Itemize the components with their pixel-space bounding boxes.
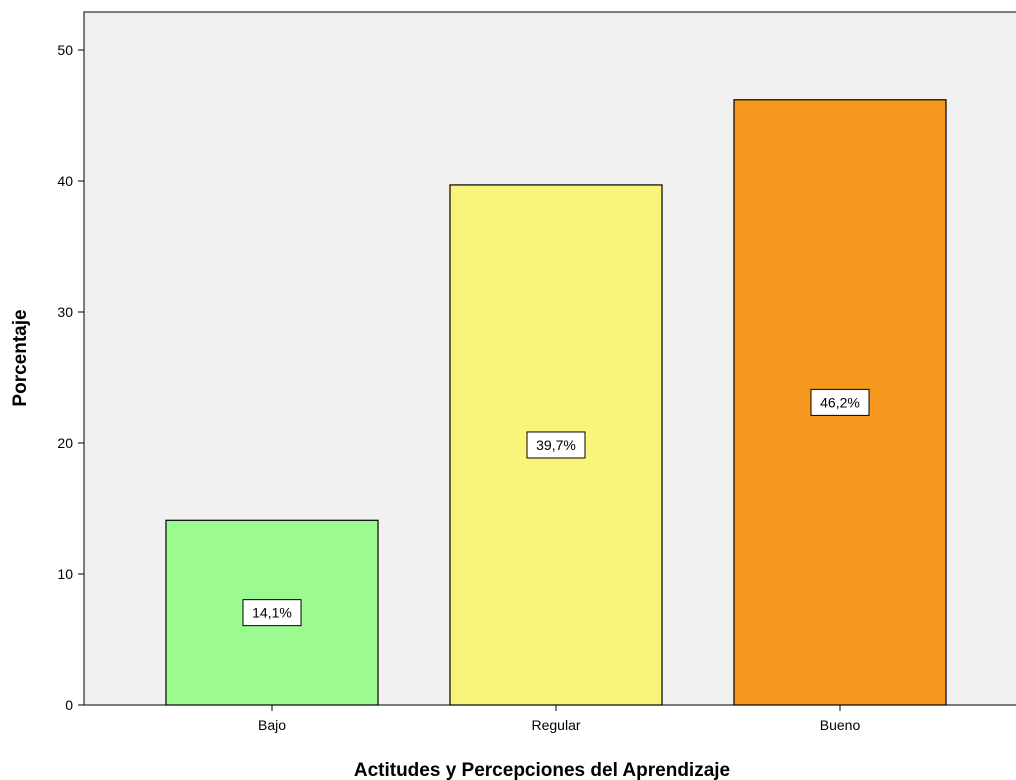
bars: 14,1% 39,7% 46,2%	[165, 99, 947, 706]
y-tick-label: 30	[57, 304, 73, 320]
y-tick-label: 0	[65, 697, 73, 713]
x-tick-label-bajo: Bajo	[258, 717, 286, 733]
x-tick-label-bueno: Bueno	[820, 717, 861, 733]
x-tick-label-regular: Regular	[531, 717, 580, 733]
y-tick-label: 10	[57, 566, 73, 582]
data-label-box	[526, 431, 586, 459]
data-label-box	[242, 599, 302, 627]
x-axis-title: Actitudes y Percepciones del Aprendizaje	[354, 760, 730, 780]
y-axis: 0 10 20 30 40 50	[57, 42, 84, 713]
data-label-bueno: 46,2%	[820, 394, 860, 410]
data-label-bajo: 14,1%	[252, 605, 292, 621]
y-tick-label: 40	[57, 173, 73, 189]
x-axis: Bajo Regular Bueno	[258, 705, 860, 733]
data-label-regular: 39,7%	[536, 437, 576, 453]
data-label-box	[810, 388, 870, 416]
y-tick-label: 50	[57, 42, 73, 58]
y-tick-label: 20	[57, 435, 73, 451]
y-axis-title: Porcentaje	[10, 309, 31, 406]
